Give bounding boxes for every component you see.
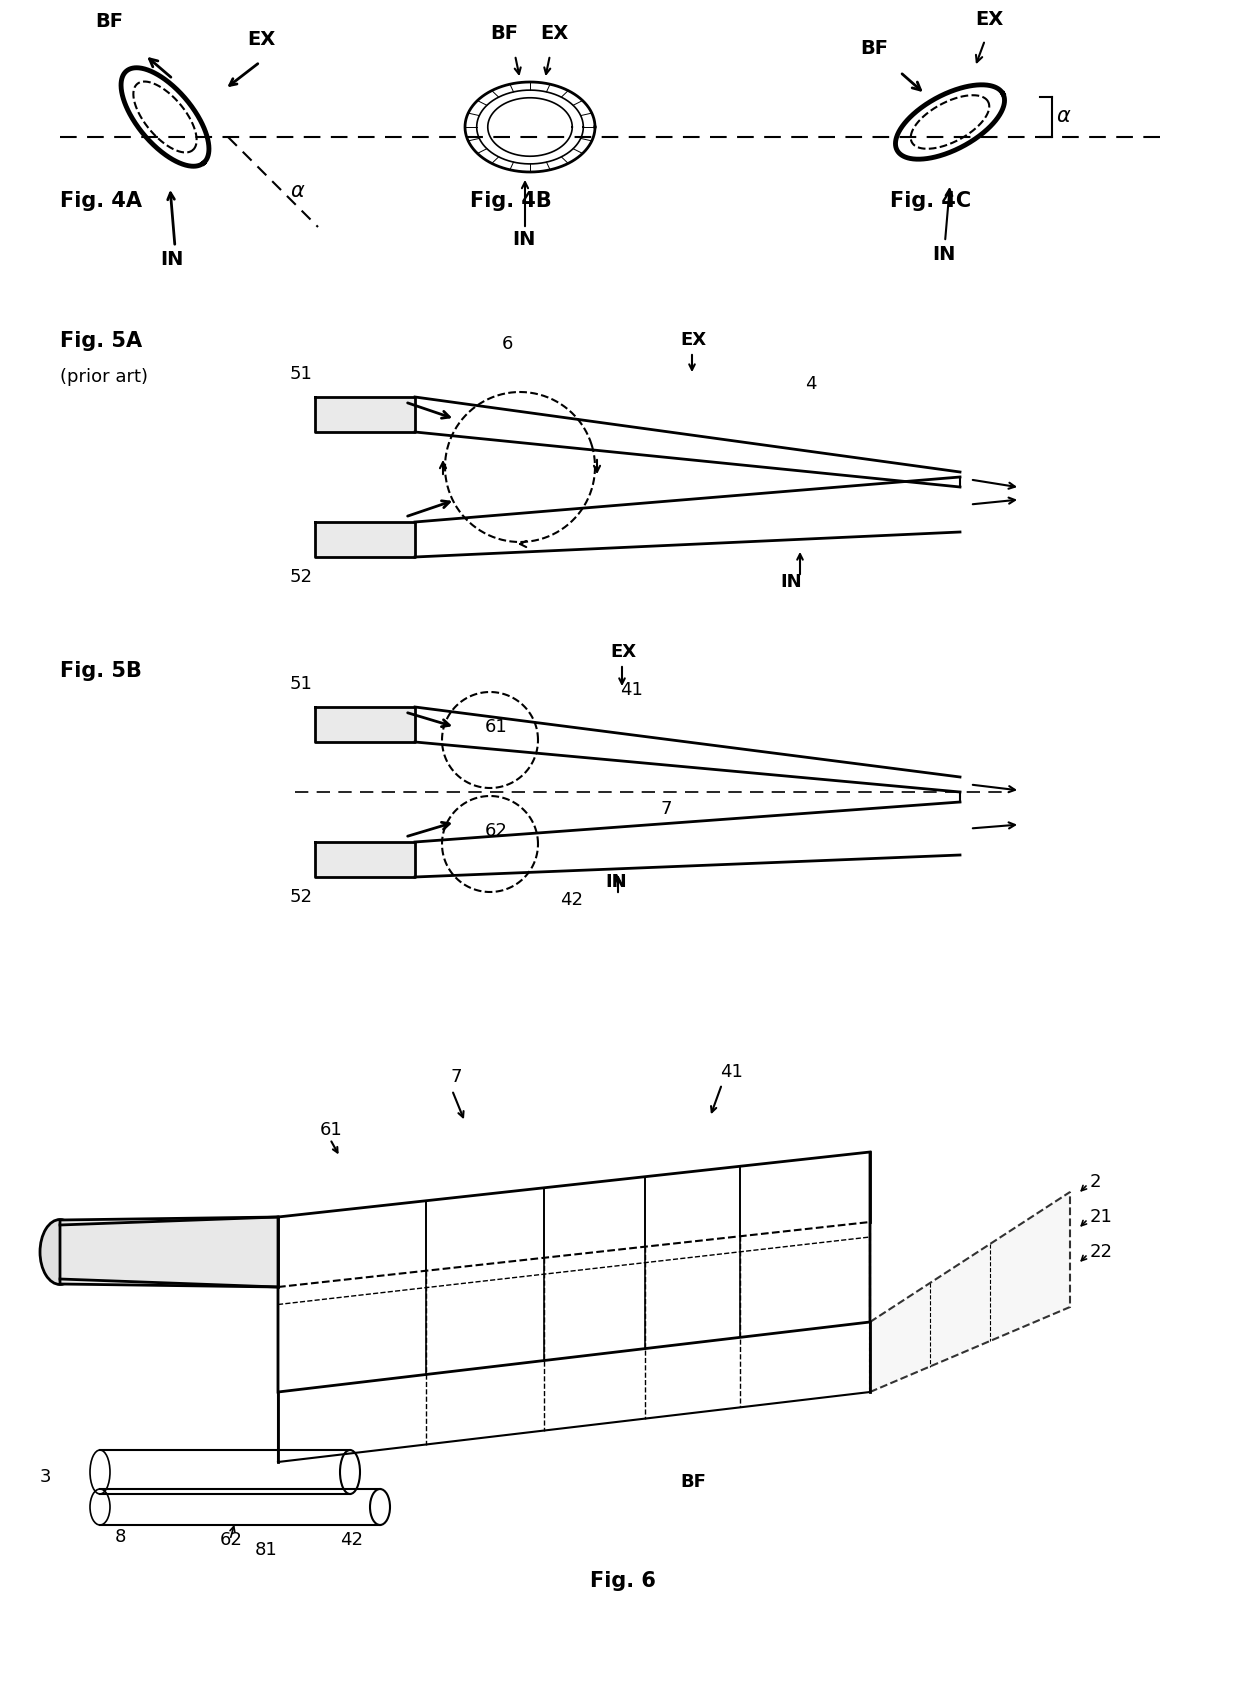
Text: IN: IN — [932, 244, 955, 265]
Text: 52: 52 — [290, 568, 312, 585]
Text: Fig. 6: Fig. 6 — [590, 1571, 656, 1592]
Text: $\alpha$: $\alpha$ — [1056, 105, 1071, 126]
Text: Fig. 4C: Fig. 4C — [890, 192, 971, 210]
Text: 41: 41 — [620, 680, 642, 699]
Ellipse shape — [340, 1449, 360, 1493]
Text: BF: BF — [861, 39, 888, 58]
Text: EX: EX — [539, 24, 568, 42]
Polygon shape — [315, 842, 415, 877]
Text: 2: 2 — [1090, 1173, 1101, 1191]
Polygon shape — [315, 397, 415, 433]
Text: 8: 8 — [115, 1527, 126, 1546]
Polygon shape — [870, 1191, 1070, 1392]
Text: (prior art): (prior art) — [60, 368, 148, 385]
Text: BF: BF — [95, 12, 123, 31]
Ellipse shape — [370, 1488, 391, 1526]
Polygon shape — [60, 1217, 278, 1286]
Text: $\alpha$: $\alpha$ — [290, 182, 305, 200]
Text: 42: 42 — [340, 1531, 363, 1549]
Text: 7: 7 — [660, 799, 672, 818]
Text: IN: IN — [160, 249, 184, 270]
Text: 81: 81 — [255, 1541, 278, 1560]
Text: BF: BF — [680, 1473, 706, 1492]
Polygon shape — [315, 708, 415, 742]
Text: IN: IN — [605, 872, 626, 891]
Text: 61: 61 — [485, 718, 507, 736]
Text: 42: 42 — [560, 891, 583, 910]
Ellipse shape — [40, 1220, 81, 1285]
Text: Fig. 4A: Fig. 4A — [60, 192, 143, 210]
Text: 61: 61 — [320, 1122, 342, 1139]
Text: EX: EX — [975, 10, 1003, 29]
Text: IN: IN — [512, 231, 536, 249]
Text: 41: 41 — [720, 1062, 743, 1081]
Text: 22: 22 — [1090, 1242, 1114, 1261]
Text: 21: 21 — [1090, 1208, 1112, 1225]
Text: 62: 62 — [485, 821, 508, 840]
Text: EX: EX — [247, 31, 275, 49]
Text: 62: 62 — [219, 1531, 243, 1549]
Text: IN: IN — [780, 574, 801, 591]
Text: EX: EX — [610, 643, 636, 662]
Text: Fig. 4B: Fig. 4B — [470, 192, 552, 210]
Text: Fig. 5A: Fig. 5A — [60, 331, 143, 351]
Text: BF: BF — [490, 24, 518, 42]
Text: EX: EX — [680, 331, 706, 350]
Text: 6: 6 — [502, 334, 513, 353]
Text: 4: 4 — [805, 375, 816, 394]
Text: 51: 51 — [290, 675, 312, 692]
Text: 51: 51 — [290, 365, 312, 384]
Text: 7: 7 — [450, 1067, 461, 1086]
Text: Fig. 5B: Fig. 5B — [60, 662, 141, 680]
Polygon shape — [315, 523, 415, 557]
Text: 52: 52 — [290, 888, 312, 906]
Text: 3: 3 — [40, 1468, 52, 1487]
